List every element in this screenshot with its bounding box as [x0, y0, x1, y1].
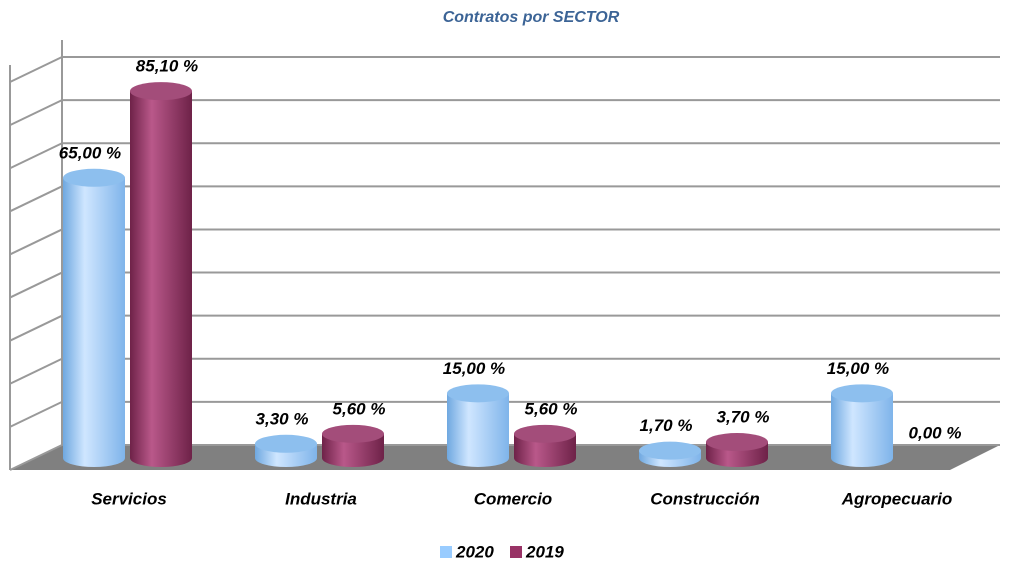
x-tick-label: Construcción [650, 489, 760, 508]
legend-label: 2020 [455, 542, 494, 561]
data-label: 5,60 % [525, 399, 578, 418]
cylinder-part [514, 424, 576, 443]
cylinder-part [514, 433, 576, 467]
grid-line [9, 444, 63, 471]
cylinder-part [63, 177, 125, 467]
cylinder-part [63, 168, 125, 187]
cylinder [255, 434, 317, 467]
cylinder [322, 424, 384, 467]
data-label: 3,30 % [256, 409, 309, 428]
grid-line [9, 357, 63, 385]
cylinder-part [447, 384, 509, 403]
cylinder [447, 384, 509, 467]
grid-line [9, 185, 63, 213]
data-label: 85,10 % [136, 57, 198, 76]
legend-swatch [510, 546, 522, 558]
cylinder [639, 441, 701, 467]
cylinder-part [322, 433, 384, 467]
grid-line [9, 56, 63, 83]
cylinder-part [831, 393, 893, 467]
legend-swatch [440, 546, 452, 558]
cylinder-part [130, 91, 192, 467]
cylinder [130, 82, 192, 467]
grid-line [9, 228, 63, 256]
data-label: 0,00 % [909, 423, 962, 442]
data-label: 65,00 % [59, 143, 121, 162]
cylinder-part [255, 434, 317, 453]
cylinder [706, 433, 768, 467]
x-tick-label: Comercio [474, 489, 552, 508]
cylinder-part [130, 82, 192, 101]
x-tick-label: Industria [285, 489, 357, 508]
x-tick-label: Agropecuario [841, 489, 953, 508]
legend-label: 2019 [525, 542, 564, 561]
cylinder [514, 424, 576, 467]
data-label: 15,00 % [443, 359, 505, 378]
cylinder-part [831, 384, 893, 403]
data-label: 15,00 % [827, 359, 889, 378]
data-label: 1,70 % [640, 416, 693, 435]
data-label: 5,60 % [333, 399, 386, 418]
cylinder [63, 168, 125, 467]
cylinder-part [706, 433, 768, 452]
x-tick-label: Servicios [91, 489, 167, 508]
grid-line [9, 271, 63, 299]
cylinder-part [322, 424, 384, 443]
data-label: 3,70 % [717, 408, 770, 427]
grid-line [9, 99, 63, 127]
grid-line [9, 142, 63, 170]
chart-title: Contratos por SECTOR [443, 9, 620, 26]
grid-line [9, 400, 63, 428]
cylinder-part [447, 393, 509, 467]
cylinder [831, 384, 893, 467]
cylinder-part [639, 441, 701, 460]
grid-line [9, 314, 63, 342]
